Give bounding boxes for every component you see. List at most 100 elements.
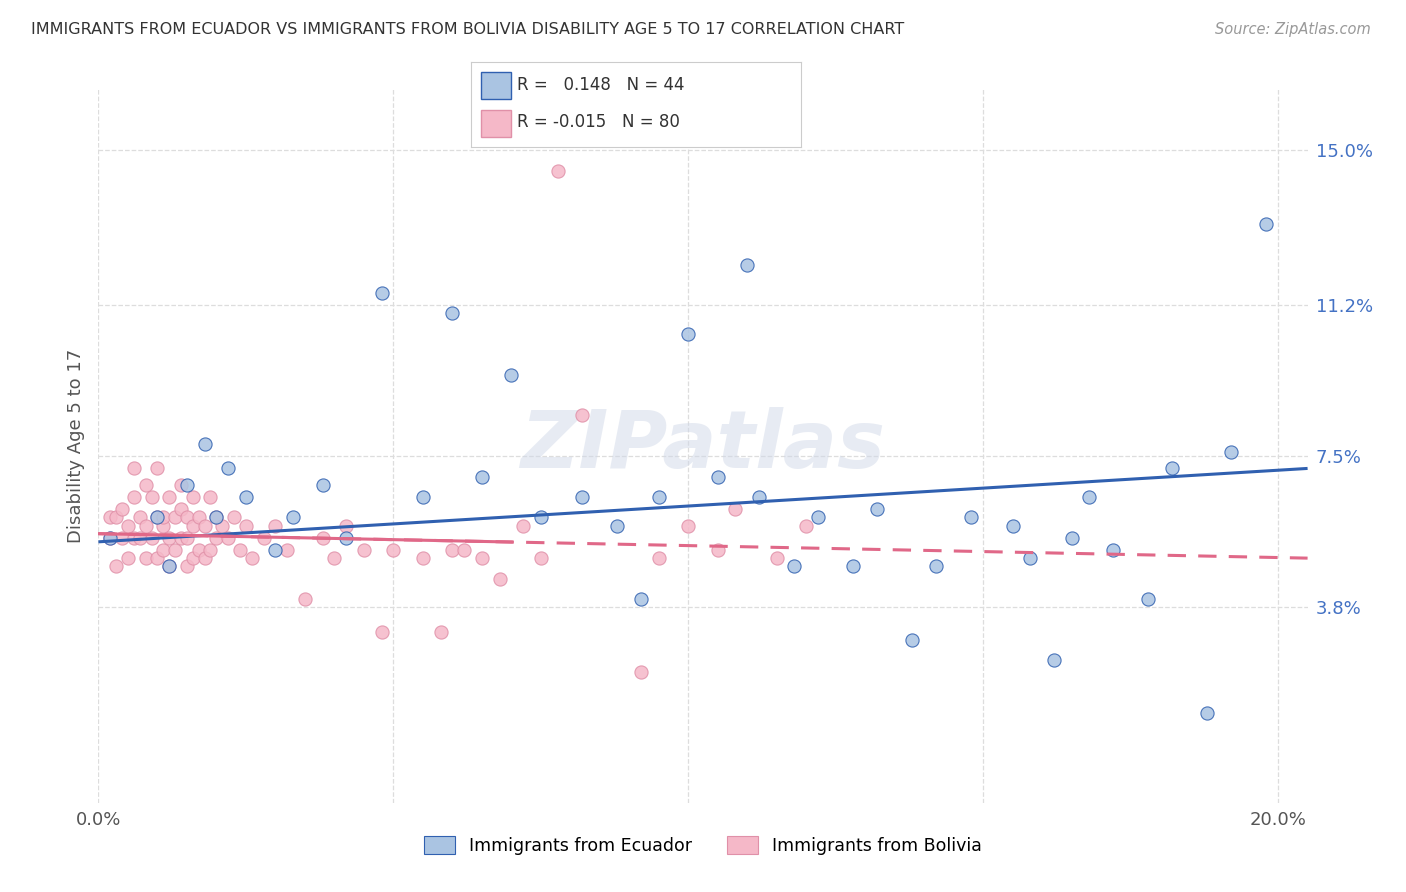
Point [294, 591, 316, 606]
Point [146, 510, 169, 524]
Point [141, 531, 163, 545]
Point [229, 543, 252, 558]
Point [235, 490, 257, 504]
Point [181, 518, 204, 533]
Point [194, 437, 217, 451]
Point [135, 477, 157, 491]
Point [264, 518, 287, 533]
Point [441, 543, 464, 558]
Point [370, 624, 392, 639]
FancyBboxPatch shape [481, 110, 510, 137]
Point [152, 510, 174, 524]
Point [252, 531, 274, 545]
Point [630, 591, 652, 606]
Point [1078, 490, 1101, 504]
Point [122, 490, 145, 504]
Point [842, 559, 865, 574]
Point [1102, 543, 1125, 558]
Point [1161, 461, 1184, 475]
Point [630, 665, 652, 680]
Point [323, 551, 346, 566]
Point [105, 559, 128, 574]
Point [547, 163, 569, 178]
Point [488, 572, 510, 586]
Point [98, 531, 121, 545]
Point [146, 461, 169, 475]
Point [960, 510, 983, 524]
Point [512, 518, 534, 533]
Point [794, 518, 817, 533]
Text: R =   0.148   N = 44: R = 0.148 N = 44 [517, 76, 685, 94]
Point [1043, 653, 1066, 667]
Legend: Immigrants from Ecuador, Immigrants from Bolivia: Immigrants from Ecuador, Immigrants from… [418, 830, 988, 862]
Point [706, 543, 728, 558]
Point [217, 531, 239, 545]
Point [176, 559, 198, 574]
Point [157, 559, 180, 574]
Point [866, 502, 889, 516]
Point [146, 510, 169, 524]
Point [1137, 591, 1160, 606]
Point [205, 510, 228, 524]
Point [165, 510, 187, 524]
Point [152, 543, 174, 558]
Point [678, 518, 700, 533]
Point [571, 409, 593, 423]
Point [135, 518, 157, 533]
Y-axis label: Disability Age 5 to 17: Disability Age 5 to 17 [66, 349, 84, 543]
Point [117, 551, 139, 566]
Point [335, 518, 357, 533]
Point [748, 490, 770, 504]
Point [128, 531, 150, 545]
Point [222, 510, 245, 524]
Point [128, 510, 150, 524]
Point [117, 518, 139, 533]
Point [724, 502, 747, 516]
Point [471, 469, 494, 483]
Point [157, 531, 180, 545]
Point [217, 461, 239, 475]
Point [170, 502, 193, 516]
Point [98, 510, 121, 524]
Point [205, 531, 228, 545]
Point [353, 543, 375, 558]
Point [807, 510, 830, 524]
Point [240, 551, 263, 566]
Point [901, 632, 924, 647]
Point [382, 543, 405, 558]
Point [281, 510, 304, 524]
Text: R = -0.015   N = 80: R = -0.015 N = 80 [517, 113, 681, 131]
Point [152, 518, 174, 533]
Point [211, 518, 233, 533]
Point [606, 518, 628, 533]
Point [111, 502, 134, 516]
Point [157, 559, 180, 574]
Point [200, 543, 222, 558]
Point [170, 477, 193, 491]
Point [181, 490, 204, 504]
Point [311, 531, 333, 545]
Text: IMMIGRANTS FROM ECUADOR VS IMMIGRANTS FROM BOLIVIA DISABILITY AGE 5 TO 17 CORREL: IMMIGRANTS FROM ECUADOR VS IMMIGRANTS FR… [31, 22, 904, 37]
Point [176, 531, 198, 545]
Point [146, 551, 169, 566]
Point [105, 510, 128, 524]
Point [530, 551, 553, 566]
Point [471, 551, 494, 566]
Point [141, 490, 163, 504]
Point [194, 551, 217, 566]
Point [370, 286, 392, 301]
Point [176, 477, 198, 491]
FancyBboxPatch shape [481, 71, 510, 99]
Point [429, 624, 451, 639]
Point [1256, 217, 1278, 231]
Point [181, 551, 204, 566]
Point [783, 559, 806, 574]
Point [122, 461, 145, 475]
Point [412, 490, 434, 504]
Point [170, 531, 193, 545]
Point [187, 543, 209, 558]
Point [111, 531, 134, 545]
Point [441, 306, 464, 320]
Point [648, 490, 671, 504]
Point [648, 551, 671, 566]
